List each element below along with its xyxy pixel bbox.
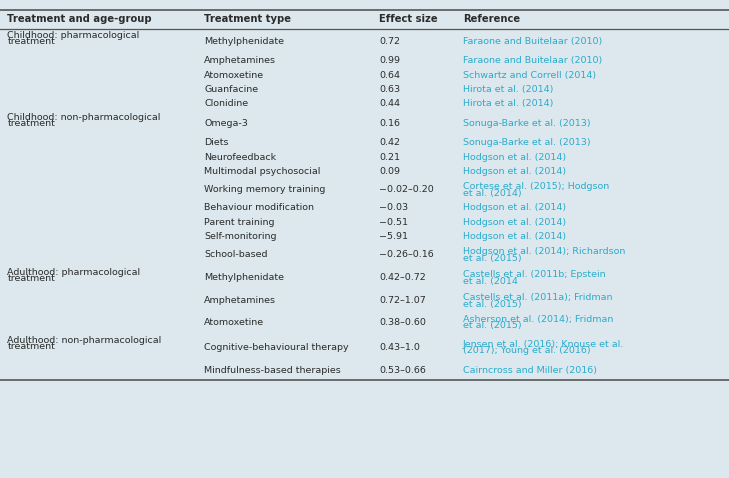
Text: Faraone and Buitelaar (2010): Faraone and Buitelaar (2010): [463, 37, 602, 45]
Text: Omega-3: Omega-3: [204, 119, 248, 128]
Text: 0.42: 0.42: [379, 139, 400, 147]
Text: Childhood: pharmacological: Childhood: pharmacological: [7, 31, 139, 40]
Text: treatment: treatment: [7, 119, 55, 128]
Text: Parent training: Parent training: [204, 218, 275, 227]
Text: Cognitive-behavioural therapy: Cognitive-behavioural therapy: [204, 343, 348, 352]
Text: Hirota et al. (2014): Hirota et al. (2014): [463, 85, 553, 94]
Text: −5.91: −5.91: [379, 232, 408, 241]
Text: Hodgson et al. (2014); Richardson: Hodgson et al. (2014); Richardson: [463, 247, 625, 256]
Text: Faraone and Buitelaar (2010): Faraone and Buitelaar (2010): [463, 56, 602, 65]
Text: Hodgson et al. (2014): Hodgson et al. (2014): [463, 232, 566, 241]
Text: Adulthood: pharmacological: Adulthood: pharmacological: [7, 268, 141, 277]
Text: Castells et al. (2011b; Epstein: Castells et al. (2011b; Epstein: [463, 270, 606, 279]
Text: Methylphenidate: Methylphenidate: [204, 273, 284, 282]
Text: Treatment type: Treatment type: [204, 14, 291, 24]
Text: Hodgson et al. (2014): Hodgson et al. (2014): [463, 204, 566, 212]
Text: Hodgson et al. (2014): Hodgson et al. (2014): [463, 218, 566, 227]
Text: Treatment and age-group: Treatment and age-group: [7, 14, 152, 24]
Text: 0.16: 0.16: [379, 119, 400, 128]
Text: Reference: Reference: [463, 14, 520, 24]
Text: Cairncross and Miller (2016): Cairncross and Miller (2016): [463, 366, 597, 375]
Text: 0.21: 0.21: [379, 153, 400, 162]
Text: Amphetamines: Amphetamines: [204, 296, 276, 305]
Text: 0.44: 0.44: [379, 99, 400, 108]
Text: 0.53–0.66: 0.53–0.66: [379, 366, 426, 375]
Text: 0.42–0.72: 0.42–0.72: [379, 273, 426, 282]
Text: Diets: Diets: [204, 139, 229, 147]
Text: Cortese et al. (2015); Hodgson: Cortese et al. (2015); Hodgson: [463, 182, 609, 191]
Text: Multimodal psychosocial: Multimodal psychosocial: [204, 167, 321, 176]
Text: 0.64: 0.64: [379, 71, 400, 79]
Text: et al. (2015): et al. (2015): [463, 254, 521, 262]
Text: Mindfulness-based therapies: Mindfulness-based therapies: [204, 366, 341, 375]
Text: Jensen et al. (2016); Knouse et al.: Jensen et al. (2016); Knouse et al.: [463, 340, 624, 348]
Text: Atomoxetine: Atomoxetine: [204, 71, 264, 79]
Text: Self-monitoring: Self-monitoring: [204, 232, 276, 241]
Text: et al. (2014: et al. (2014: [463, 277, 518, 285]
Text: treatment: treatment: [7, 274, 55, 283]
Text: Clonidine: Clonidine: [204, 99, 249, 108]
Text: 0.72: 0.72: [379, 37, 400, 45]
Text: Effect size: Effect size: [379, 14, 437, 24]
Text: et al. (2014): et al. (2014): [463, 189, 521, 197]
Text: treatment: treatment: [7, 37, 55, 46]
Text: −0.02–0.20: −0.02–0.20: [379, 185, 434, 194]
Text: Childhood: non-pharmacological: Childhood: non-pharmacological: [7, 113, 160, 122]
Text: Hodgson et al. (2014): Hodgson et al. (2014): [463, 167, 566, 176]
Text: Sonuga-Barke et al. (2013): Sonuga-Barke et al. (2013): [463, 119, 590, 128]
Text: Atomoxetine: Atomoxetine: [204, 318, 264, 327]
Text: treatment: treatment: [7, 342, 55, 351]
Text: 0.99: 0.99: [379, 56, 400, 65]
Text: Hirota et al. (2014): Hirota et al. (2014): [463, 99, 553, 108]
Text: Schwartz and Correll (2014): Schwartz and Correll (2014): [463, 71, 596, 79]
Text: −0.26–0.16: −0.26–0.16: [379, 250, 434, 259]
Text: et al. (2015): et al. (2015): [463, 322, 521, 330]
Text: Hodgson et al. (2014): Hodgson et al. (2014): [463, 153, 566, 162]
Text: 0.38–0.60: 0.38–0.60: [379, 318, 426, 327]
Text: Asherson et al. (2014); Fridman: Asherson et al. (2014); Fridman: [463, 315, 613, 324]
Text: Methylphenidate: Methylphenidate: [204, 37, 284, 45]
Text: −0.03: −0.03: [379, 204, 408, 212]
Text: 0.09: 0.09: [379, 167, 400, 176]
Text: 0.43–1.0: 0.43–1.0: [379, 343, 420, 352]
Text: Castells et al. (2011a); Fridman: Castells et al. (2011a); Fridman: [463, 293, 612, 302]
Text: Sonuga-Barke et al. (2013): Sonuga-Barke et al. (2013): [463, 139, 590, 147]
Text: 0.63: 0.63: [379, 85, 400, 94]
Text: Amphetamines: Amphetamines: [204, 56, 276, 65]
Text: −0.51: −0.51: [379, 218, 408, 227]
Text: Guanfacine: Guanfacine: [204, 85, 258, 94]
Text: Working memory training: Working memory training: [204, 185, 325, 194]
Text: (2017); Young et al. (2016): (2017); Young et al. (2016): [463, 347, 590, 355]
Text: et al. (2015): et al. (2015): [463, 300, 521, 308]
Text: School-based: School-based: [204, 250, 268, 259]
Text: Neurofeedback: Neurofeedback: [204, 153, 276, 162]
Text: Adulthood: non-pharmacological: Adulthood: non-pharmacological: [7, 336, 162, 345]
Text: Behaviour modification: Behaviour modification: [204, 204, 314, 212]
Text: 0.72–1.07: 0.72–1.07: [379, 296, 426, 305]
